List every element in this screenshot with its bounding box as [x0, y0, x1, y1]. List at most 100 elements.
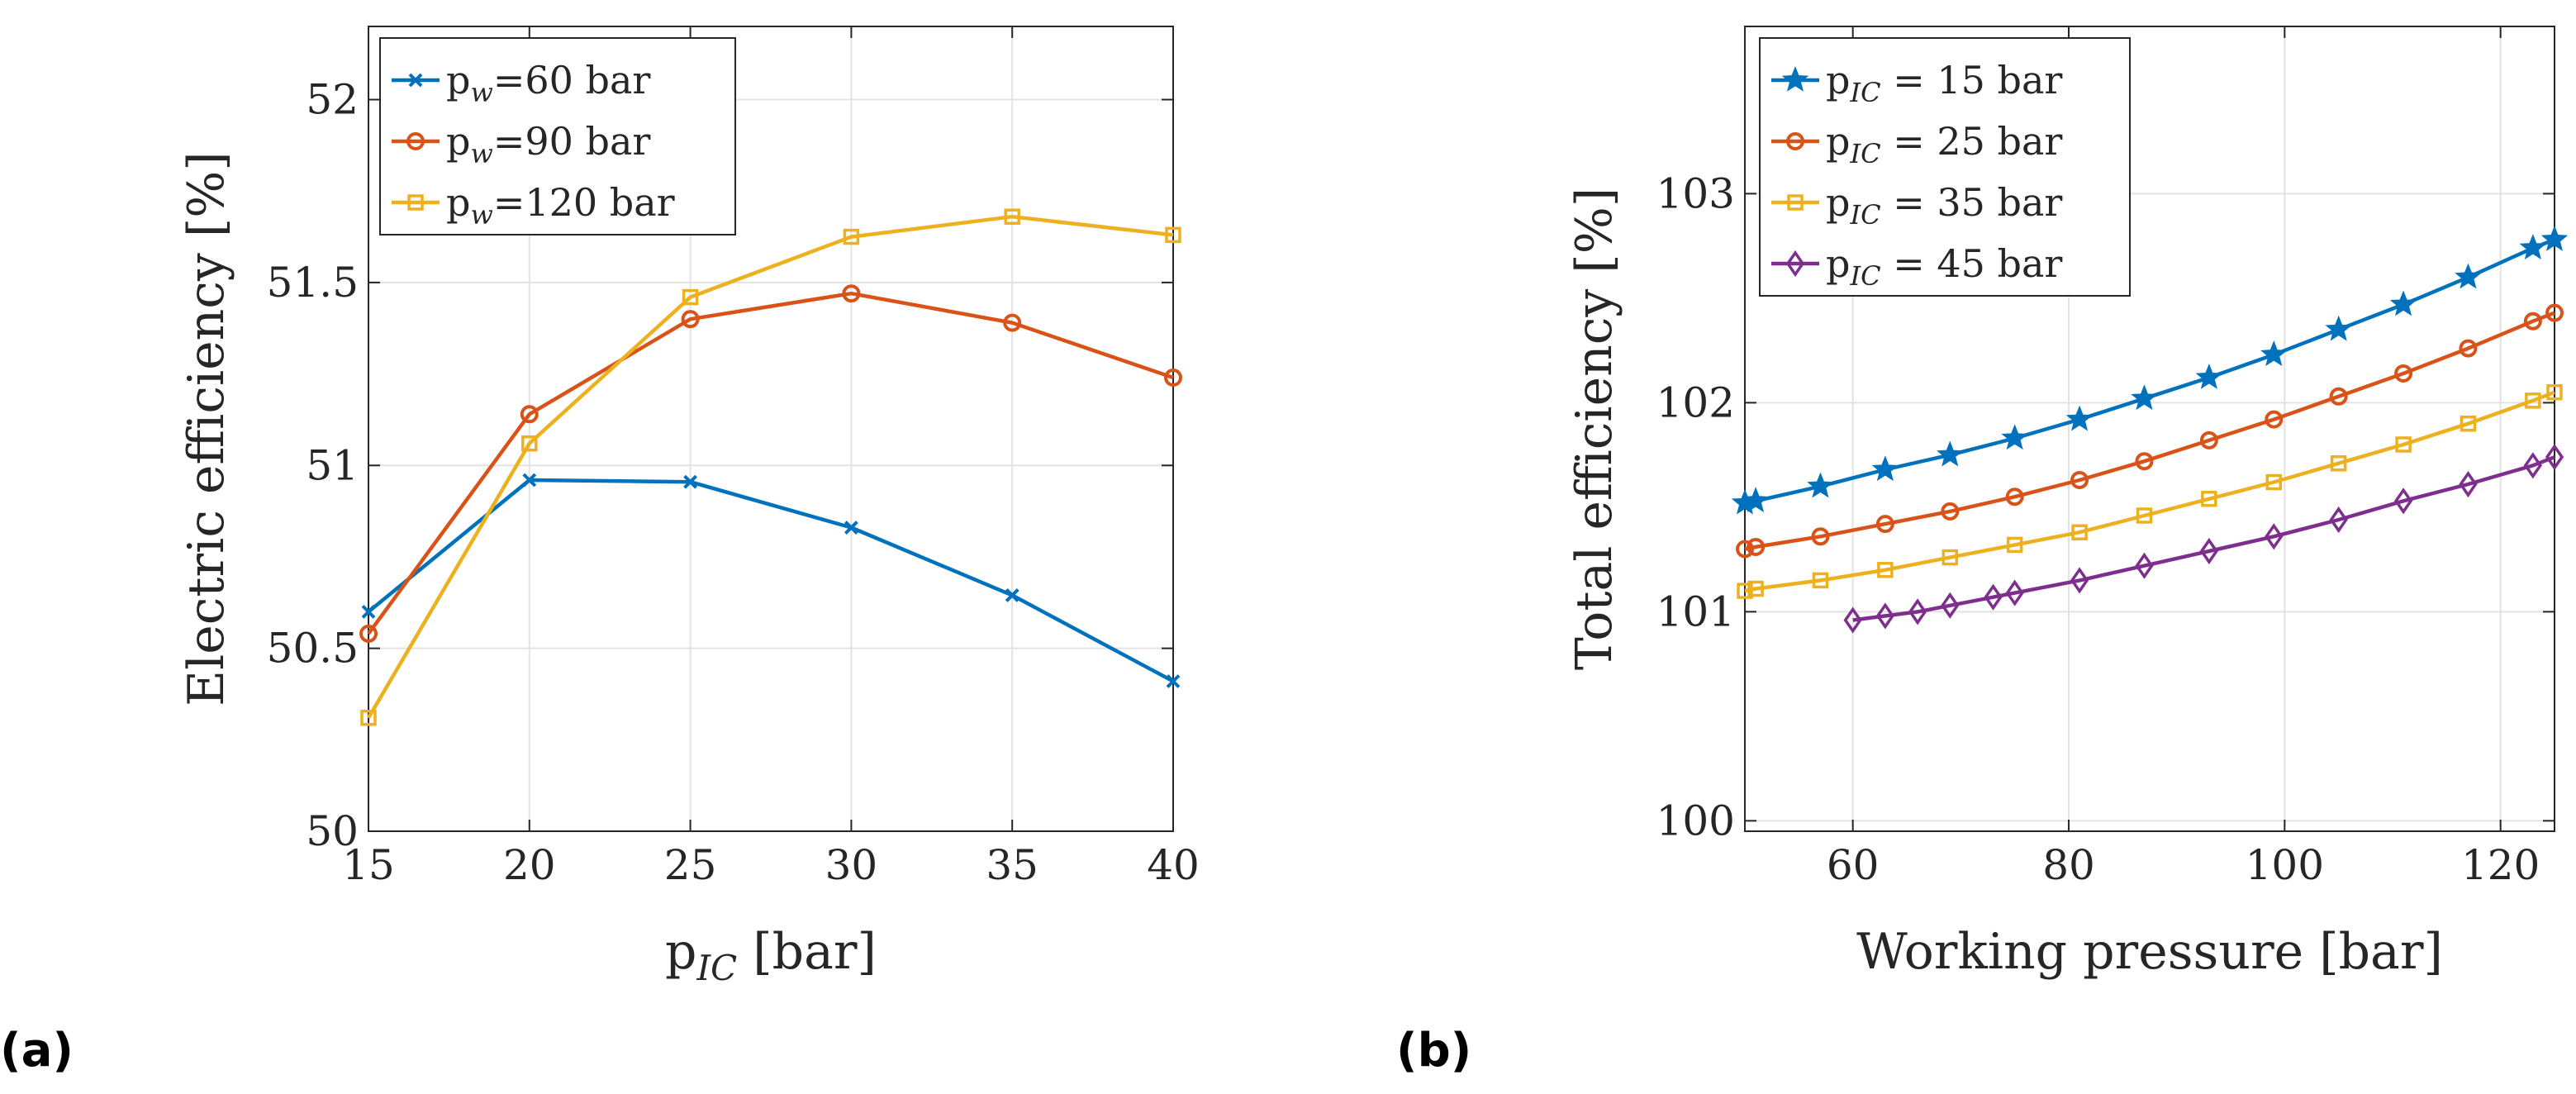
- b-series-line-3: [1852, 455, 2555, 622]
- b-ytick-label: 103: [1656, 169, 1735, 217]
- b-point: [1937, 440, 1964, 467]
- b-point: [2329, 387, 2348, 406]
- a-xlabel: pIC [bar]: [665, 923, 877, 988]
- a-point: [1166, 674, 1181, 688]
- b-point: [2460, 415, 2477, 432]
- b-point: [1843, 606, 1862, 634]
- b-point: [1747, 537, 1766, 556]
- b-xtick-label: 120: [2461, 841, 2540, 889]
- b-point: [2525, 392, 2541, 409]
- b-point: [2065, 405, 2094, 431]
- b-series-line-2: [1744, 390, 2555, 593]
- b-point: [2393, 488, 2413, 515]
- b-point: [2329, 506, 2348, 534]
- b-legend-marker-3: [1785, 250, 1805, 278]
- a-series-line-2: [367, 214, 1174, 719]
- b-point: [2459, 339, 2478, 358]
- b-point: [2265, 473, 2283, 491]
- a-legend-label-1: pw=90 bar: [446, 119, 650, 169]
- b-point: [1984, 583, 2003, 611]
- b-point: [2135, 452, 2154, 471]
- b-point: [2135, 552, 2154, 579]
- a-point: [522, 473, 537, 488]
- a-legend-marker-0: [408, 73, 423, 88]
- a-legend-label-0: pw=60 bar: [446, 58, 650, 108]
- b-point: [1807, 472, 1834, 498]
- a-point: [521, 435, 538, 452]
- b-point: [2006, 536, 2023, 554]
- a-xtick-label: 15: [342, 841, 395, 889]
- a-ytick-label: 51: [306, 441, 359, 489]
- b-legend-box: [1759, 37, 2131, 297]
- b-point: [2540, 225, 2569, 251]
- a-point: [682, 288, 699, 306]
- b-point: [1871, 455, 1899, 482]
- b-point: [1747, 580, 1764, 597]
- b-point: [1908, 598, 1927, 625]
- b-point: [2199, 537, 2218, 565]
- b-point: [2201, 491, 2217, 507]
- a-point: [683, 474, 698, 489]
- b-point: [2195, 363, 2223, 389]
- chart-a: 15 20 25 30 35 40 50 50.5 51 51.5 52 pw=60 bar pw=90…: [178, 26, 1200, 988]
- b-legend-label-1: pIC = 25 bar: [1826, 119, 2062, 169]
- a-xtick-label: 35: [986, 841, 1038, 889]
- b-point: [2519, 234, 2547, 259]
- a-point: [360, 710, 377, 726]
- b-point: [2395, 436, 2412, 453]
- b-point: [2005, 488, 2024, 507]
- a-legend: pw=60 bar pw=90 bar pw=120 bar: [379, 37, 736, 235]
- b-point: [2523, 312, 2542, 331]
- a-point: [681, 310, 700, 329]
- b-ylabel: Total efficiency [%]: [1566, 188, 1623, 670]
- b-axes-box: [1744, 26, 2555, 832]
- a-ytick-label: 52: [306, 76, 359, 124]
- a-point: [844, 521, 858, 535]
- a-axes-box: [368, 26, 1174, 832]
- b-legend-label-0: pIC = 15 bar: [1826, 58, 2062, 108]
- panel-label-b: (b): [1396, 1024, 1471, 1077]
- b-point: [1875, 515, 1894, 534]
- b-xtick-label: 100: [2246, 841, 2324, 889]
- b-legend-label-3: pIC = 45 bar: [1826, 241, 2062, 292]
- b-point: [2071, 524, 2088, 540]
- b-ytick-label: 100: [1656, 797, 1735, 844]
- b-point: [2005, 579, 2024, 606]
- b-legend: pIC = 15 bar pIC = 25 bar pIC = 35 bar pIC …: [1759, 37, 2131, 297]
- a-point: [843, 228, 860, 245]
- a-point: [359, 624, 378, 643]
- b-point: [2136, 507, 2153, 524]
- a-point: [1164, 369, 1182, 388]
- b-point: [2260, 340, 2288, 366]
- b-series-line-1: [1744, 311, 2555, 551]
- b-xlabel: Working pressure [bar]: [1856, 923, 2443, 981]
- b-point: [2523, 452, 2542, 479]
- b-legend-marker-0: [1781, 65, 1809, 92]
- b-point: [2001, 424, 2028, 450]
- b-ytick-label: 102: [1656, 378, 1735, 426]
- b-point: [2330, 454, 2347, 472]
- a-point: [1005, 588, 1019, 602]
- a-point: [842, 284, 861, 303]
- a-point: [1004, 208, 1020, 225]
- a-legend-marker-2: [407, 194, 424, 211]
- b-point: [2546, 383, 2563, 401]
- a-ylabel: Electric efficiency [%]: [178, 151, 235, 706]
- b-point: [1875, 602, 1894, 630]
- b-point: [1941, 502, 1960, 521]
- b-point: [1942, 549, 1959, 566]
- b-point: [2545, 444, 2564, 471]
- b-point: [1941, 592, 1960, 619]
- a-series-line-1: [367, 291, 1174, 635]
- panel-label-a: (a): [0, 1024, 74, 1077]
- a-legend-label-2: pw=120 bar: [446, 180, 675, 231]
- b-point: [2265, 410, 2284, 429]
- a-xtick-label: 20: [503, 841, 556, 889]
- a-xtick-label: 30: [825, 841, 878, 889]
- a-series-line-0: [367, 478, 1175, 683]
- a-xtick-label: 40: [1147, 841, 1200, 889]
- b-point: [2131, 384, 2158, 411]
- b-point: [1737, 583, 1753, 599]
- b-point: [2199, 430, 2218, 449]
